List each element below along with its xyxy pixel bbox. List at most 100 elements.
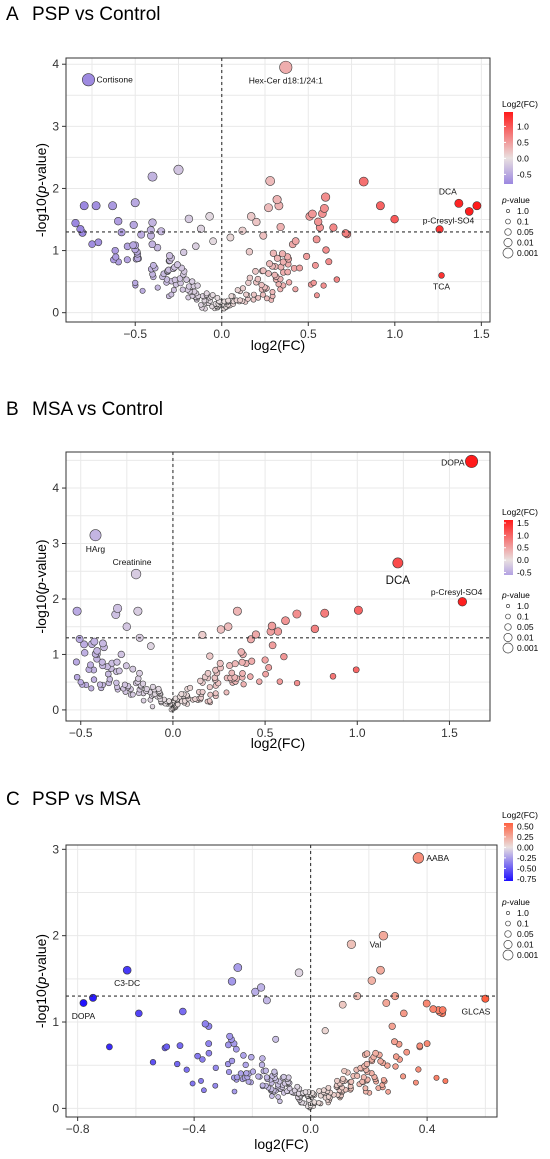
y-axis-label-part: -value): [33, 539, 49, 582]
labeled-point: [279, 60, 293, 74]
data-point: [227, 977, 237, 986]
data-point: [269, 249, 278, 257]
y-axis-label: -log10(p-value): [33, 143, 49, 237]
data-point: [284, 268, 291, 276]
data-point: [209, 292, 216, 298]
y-axis-label-part: -value): [33, 934, 49, 977]
y-tick-label: 2: [52, 592, 59, 606]
data-point: [166, 698, 172, 704]
y-tick-label: 4: [52, 57, 59, 71]
size-legend-label: 0.05: [517, 622, 534, 632]
data-point: [246, 274, 254, 282]
annotations: DOPA HArg Creatinine DCA p-Cresyl-SO4: [86, 454, 483, 607]
data-point: [149, 261, 157, 269]
point-label: Val: [370, 940, 382, 950]
data-point: [376, 965, 385, 975]
size-legend-label: 0.1: [517, 919, 529, 929]
data-point: [170, 287, 177, 293]
size-legend-circle: [505, 920, 511, 927]
plot-area: [66, 845, 497, 1117]
data-point: [416, 1042, 424, 1050]
y-tick-label: 0: [52, 306, 59, 320]
point-label: DOPA: [72, 1011, 96, 1021]
data-point: [259, 1082, 266, 1089]
data-point: [262, 1067, 269, 1074]
annotations: Cortisone Hex-Cer d18:1/24:1 DCA p-Cresyl-S…: [81, 60, 475, 291]
size-legend-title-part: -value: [507, 897, 530, 907]
data-point: [412, 1079, 419, 1086]
data-point: [149, 703, 156, 710]
data-point: [73, 673, 81, 681]
data-point: [292, 286, 299, 293]
size-legend-label: 0.05: [517, 929, 534, 939]
data-point: [89, 993, 97, 1002]
data-point: [388, 1022, 396, 1030]
data-point: [135, 1009, 143, 1018]
data-point: [372, 1049, 379, 1057]
data-point: [93, 647, 101, 655]
x-ticks: −0.8 −0.4 0.0 0.4: [66, 1117, 436, 1136]
data-point: [243, 291, 250, 298]
size-legend-circle: [502, 247, 514, 259]
data-point: [80, 640, 88, 649]
data-point: [237, 648, 245, 656]
data-points: [72, 603, 363, 713]
panel-title: MSA vs Control: [32, 399, 163, 420]
x-axis-label: log2(FC): [251, 735, 305, 751]
data-point: [179, 286, 186, 293]
data-point: [252, 267, 259, 275]
labeled-point: [465, 454, 479, 468]
size-legend-label: 0.001: [517, 643, 539, 653]
plot-frame: [65, 57, 491, 323]
size-legend-circle: [504, 228, 512, 236]
data-point: [390, 215, 399, 224]
data-point: [206, 698, 213, 704]
data-point: [267, 621, 277, 631]
data-point: [87, 661, 94, 669]
data-point: [132, 279, 139, 287]
data-point: [94, 238, 103, 247]
data-point: [262, 670, 269, 678]
data-point: [316, 1100, 322, 1106]
data-point: [363, 1060, 371, 1068]
labeled-point: [89, 529, 102, 542]
data-point: [143, 685, 150, 692]
panel-title: PSP vs MSA: [32, 789, 141, 810]
data-point: [194, 1052, 201, 1060]
data-point: [228, 669, 236, 677]
x-tick-label: −0.5: [69, 726, 93, 740]
labeled-point: [122, 965, 132, 975]
data-point: [352, 666, 360, 674]
data-point: [392, 1063, 399, 1070]
y-tick-label: 3: [52, 119, 59, 133]
data-point: [320, 1087, 327, 1094]
size-legend-circle: [502, 642, 514, 654]
data-point: [173, 164, 184, 175]
size-legend-title-part: -value: [507, 590, 530, 600]
data-point: [423, 1040, 431, 1047]
plot-frame: [65, 844, 498, 1118]
data-point: [294, 1083, 301, 1090]
data-point: [224, 622, 233, 631]
size-legend-circle: [506, 209, 510, 213]
data-point: [192, 242, 200, 250]
data-point: [183, 276, 190, 283]
size-legend-circle: [506, 911, 510, 915]
data-point: [96, 681, 104, 688]
data-point: [358, 176, 369, 187]
data-point: [325, 258, 333, 266]
data-point: [122, 622, 131, 631]
data-point: [75, 635, 84, 643]
data-point: [233, 963, 243, 972]
size-legend-label: 1.0: [517, 601, 529, 611]
data-point: [114, 217, 123, 226]
data-point: [242, 1061, 249, 1069]
data-point: [135, 675, 142, 682]
y-tick-label: 0: [52, 703, 59, 717]
color-legend-title: Log2(FC): [502, 810, 538, 820]
data-point: [362, 1085, 369, 1092]
data-point: [240, 681, 247, 688]
data-point: [231, 1088, 238, 1095]
data-point: [187, 684, 194, 691]
data-point: [201, 1020, 209, 1028]
